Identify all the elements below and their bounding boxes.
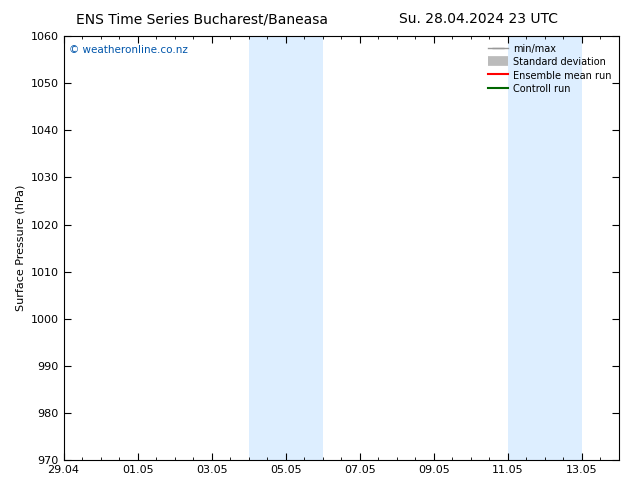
- Text: ENS Time Series Bucharest/Baneasa: ENS Time Series Bucharest/Baneasa: [76, 12, 328, 26]
- Text: Su. 28.04.2024 23 UTC: Su. 28.04.2024 23 UTC: [399, 12, 558, 26]
- Text: © weatheronline.co.nz: © weatheronline.co.nz: [69, 45, 188, 54]
- Bar: [508, 36, 582, 460]
- Bar: [249, 36, 323, 460]
- Y-axis label: Surface Pressure (hPa): Surface Pressure (hPa): [15, 185, 25, 311]
- Legend: min/max, Standard deviation, Ensemble mean run, Controll run: min/max, Standard deviation, Ensemble me…: [486, 41, 614, 97]
